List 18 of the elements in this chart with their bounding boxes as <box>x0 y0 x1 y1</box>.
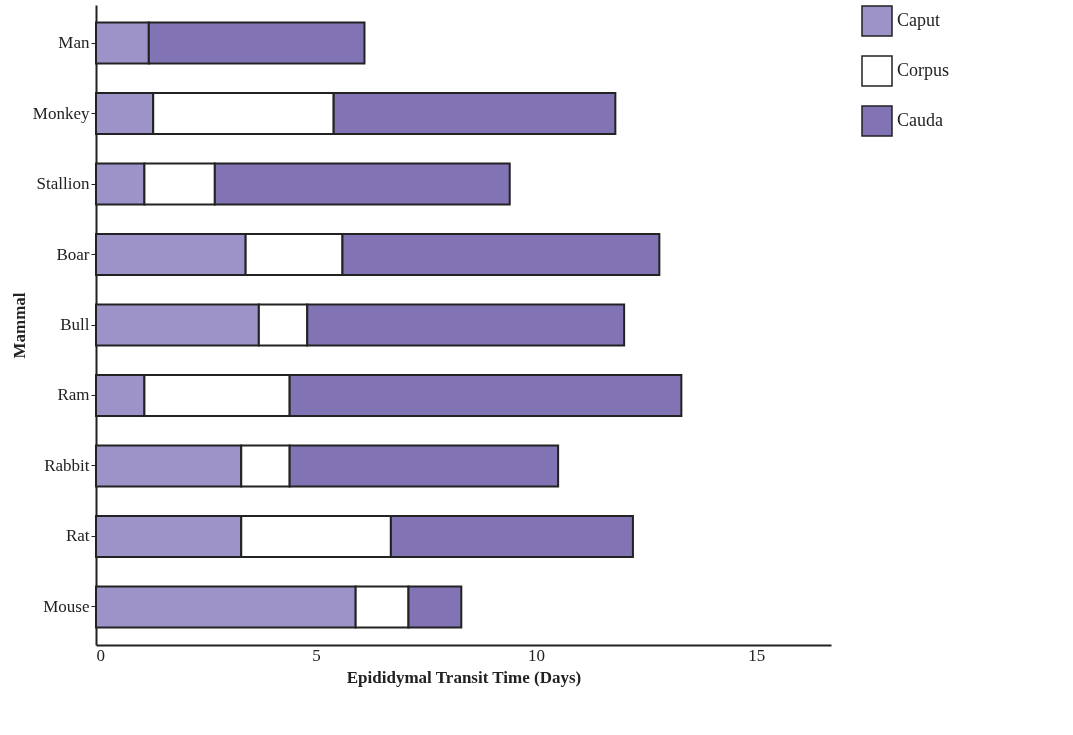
y-tick-label: Monkey <box>32 103 90 123</box>
x-axis-title: Epididymal Transit Time (Days) <box>346 667 582 687</box>
y-tick-label: Mouse <box>43 596 90 616</box>
legend-label: Caput <box>897 10 940 30</box>
x-tick-label: 10 <box>528 645 546 665</box>
x-tick-label: 5 <box>312 645 321 665</box>
y-tick-label: Rabbit <box>44 455 90 475</box>
y-tick-label: Boar <box>56 244 90 264</box>
y-axis-title: Mammal <box>9 292 29 359</box>
y-tick-label: Man <box>58 33 90 53</box>
legend-label: Corpus <box>897 60 950 80</box>
y-tick-label: Stallion <box>36 174 90 194</box>
x-tick-label: 0 <box>96 645 105 665</box>
y-tick-label: Ram <box>57 385 90 405</box>
x-tick-label: 15 <box>748 645 766 665</box>
y-tick-label: Bull <box>60 315 90 334</box>
y-tick-label: Rat <box>65 526 90 546</box>
legend-label: Cauda <box>897 110 943 130</box>
